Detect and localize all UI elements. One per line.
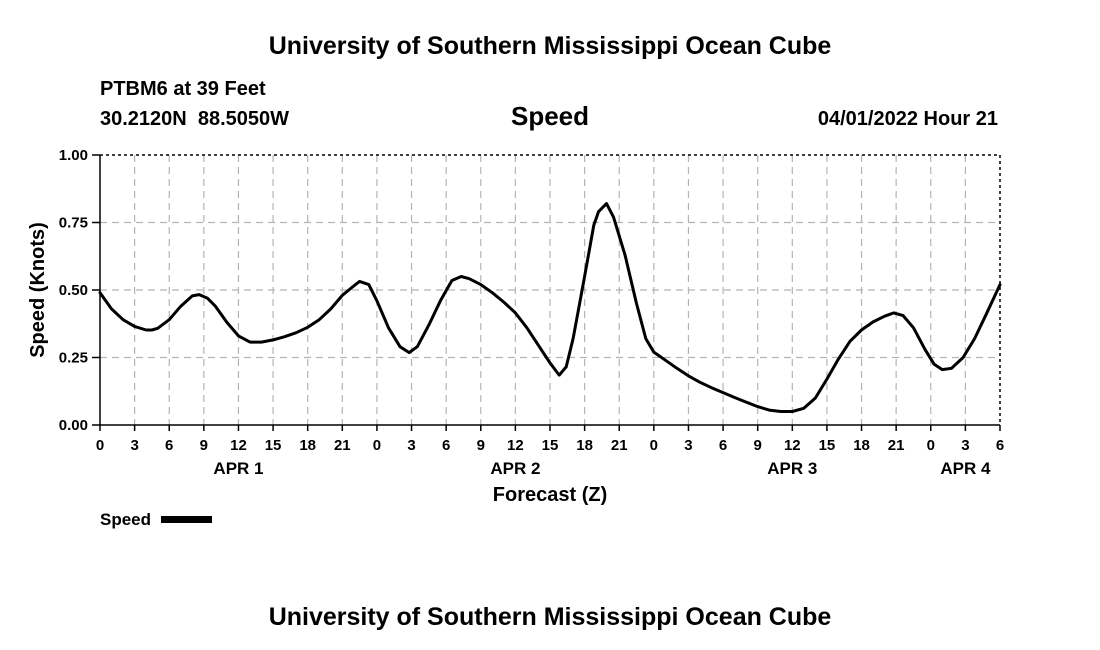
x-tick-label: 3 bbox=[961, 437, 969, 454]
day-label: APR 1 bbox=[213, 459, 263, 478]
day-label: APR 2 bbox=[490, 459, 540, 478]
y-tick-label: 0.50 bbox=[59, 282, 88, 299]
x-tick-label: 6 bbox=[442, 437, 450, 454]
x-tick-label: 0 bbox=[373, 437, 381, 454]
y-tick-label: 0.00 bbox=[59, 417, 88, 434]
x-tick-labels: 0 3 6 9 12 15 18 21 0 3 6 9 12 15 18 21 0 3 6 9 12 15 18 21 0 3 6 bbox=[96, 437, 1004, 454]
x-tick-label: 18 bbox=[299, 437, 316, 454]
day-label: APR 4 bbox=[940, 459, 991, 478]
x-tick-label: 9 bbox=[200, 437, 208, 454]
chart-header-title: University of Southern Mississippi Ocean… bbox=[269, 32, 832, 60]
y-tick-label: 0.25 bbox=[59, 350, 88, 367]
speed-series-line bbox=[98, 202, 1002, 413]
x-tick-label: 15 bbox=[265, 437, 282, 454]
legend-swatch bbox=[161, 516, 212, 523]
x-tick-label: 15 bbox=[819, 437, 836, 454]
x-tick-label: 6 bbox=[165, 437, 173, 454]
legend: Speed bbox=[100, 510, 212, 529]
chart-footer-title: University of Southern Mississippi Ocean… bbox=[269, 603, 832, 631]
x-tick-label: 3 bbox=[407, 437, 415, 454]
variable-title: Speed bbox=[511, 101, 589, 131]
x-tick-label: 21 bbox=[334, 437, 351, 454]
day-label: APR 3 bbox=[767, 459, 817, 478]
grid-lines bbox=[100, 155, 1000, 425]
issue-time: 04/01/2022 Hour 21 bbox=[818, 108, 998, 130]
x-tick-label: 0 bbox=[650, 437, 658, 454]
legend-label: Speed bbox=[100, 510, 151, 529]
y-tick-labels: 0.00 0.25 0.50 0.75 1.00 bbox=[59, 147, 88, 434]
x-tick-label: 6 bbox=[719, 437, 727, 454]
x-tick-label: 12 bbox=[784, 437, 801, 454]
station-coordinates: 30.2120N 88.5050W bbox=[100, 108, 289, 130]
y-axis-label: Speed (Knots) bbox=[27, 222, 49, 358]
x-tick-label: 18 bbox=[576, 437, 593, 454]
x-tick-label: 0 bbox=[927, 437, 935, 454]
x-tick-label: 9 bbox=[754, 437, 762, 454]
x-tick-label: 9 bbox=[477, 437, 485, 454]
x-tick-label: 21 bbox=[611, 437, 628, 454]
day-labels: APR 1 APR 2 APR 3 APR 4 bbox=[213, 459, 991, 478]
x-tick-label: 3 bbox=[684, 437, 692, 454]
x-axis-label: Forecast (Z) bbox=[493, 484, 607, 506]
tick-marks bbox=[92, 154, 1001, 431]
x-tick-label: 21 bbox=[888, 437, 905, 454]
x-tick-label: 18 bbox=[853, 437, 870, 454]
x-tick-label: 0 bbox=[96, 437, 104, 454]
x-tick-label: 15 bbox=[542, 437, 559, 454]
x-tick-label: 6 bbox=[996, 437, 1004, 454]
series-group bbox=[98, 202, 1002, 413]
y-tick-label: 1.00 bbox=[59, 147, 88, 164]
x-tick-label: 3 bbox=[130, 437, 138, 454]
x-tick-label: 12 bbox=[507, 437, 524, 454]
y-tick-label: 0.75 bbox=[59, 215, 88, 232]
x-tick-label: 12 bbox=[230, 437, 247, 454]
station-label: PTBM6 at 39 Feet bbox=[100, 78, 266, 100]
